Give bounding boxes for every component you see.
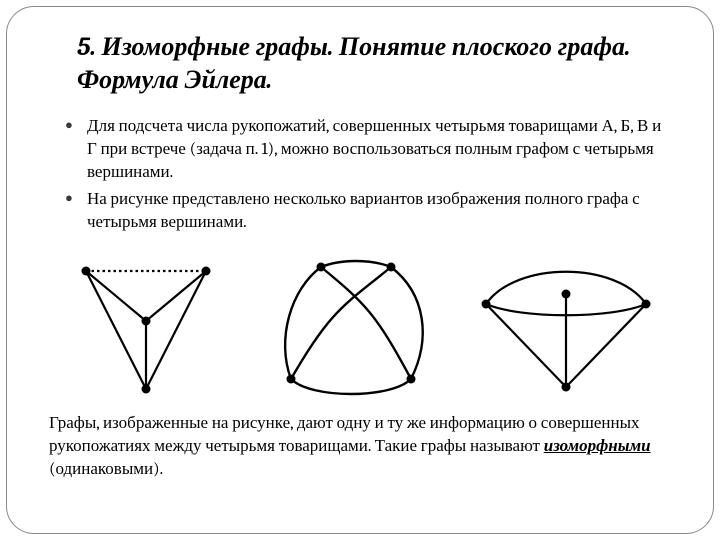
bullet-list: Для подсчета числа рукопожатий, совершен… [65,116,673,235]
bullet-item: Для подсчета числа рукопожатий, совершен… [65,116,673,185]
slide-frame: 5. Изоморфные графы. Понятие плоского гр… [6,6,714,534]
footer-text-post: (одинаковыми). [49,460,163,479]
graph-k4-triangle [51,249,241,399]
term-isomorphic: изоморфными [544,437,651,456]
slide-title: 5. Изоморфные графы. Понятие плоского гр… [77,31,663,96]
graph-k4-ellipse [461,249,671,399]
graph-k4-crossing [251,249,451,399]
footer-paragraph: Графы, изображенные на рисунке, дают одн… [49,413,671,482]
bullet-item: На рисунке представлено несколько вариан… [65,189,673,235]
graphs-row [51,249,669,399]
